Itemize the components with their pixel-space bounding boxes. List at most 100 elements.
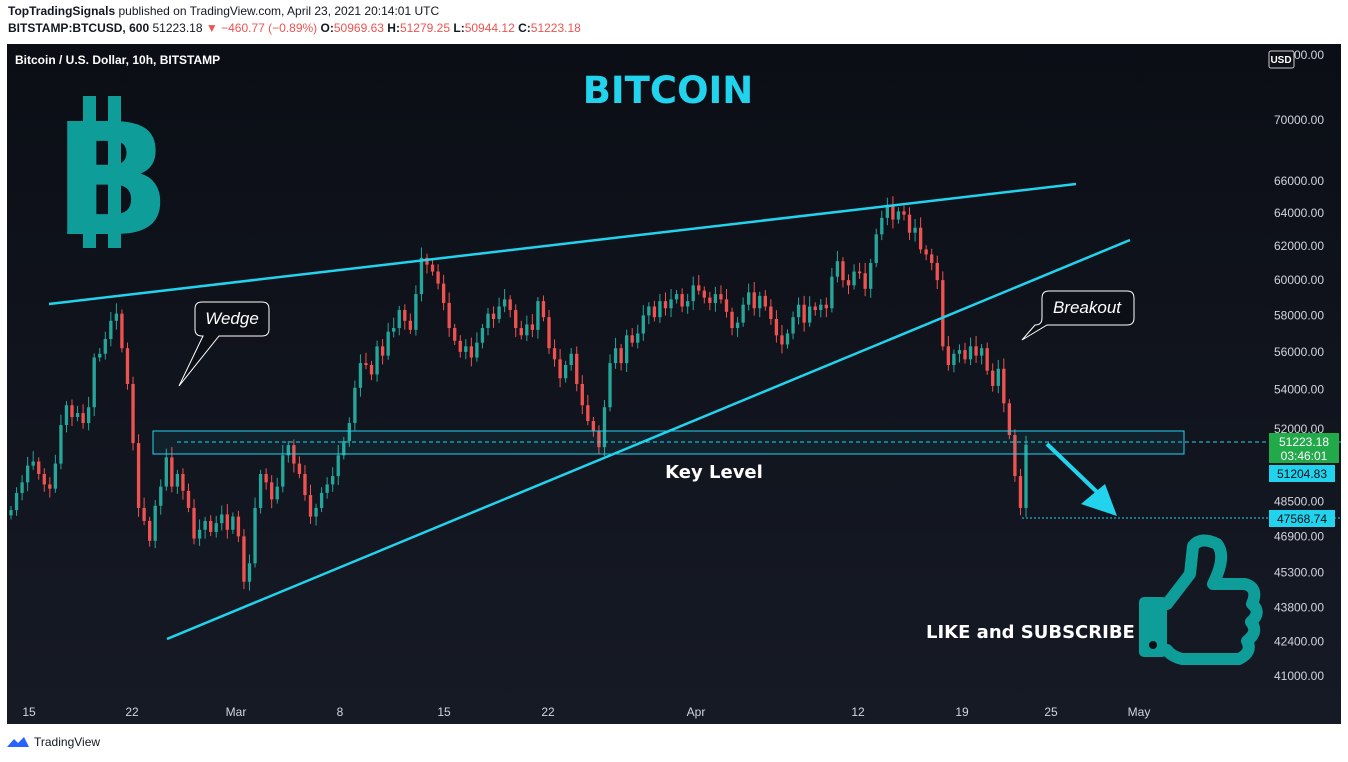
candle[interactable] (247, 563, 252, 582)
candle[interactable] (835, 261, 840, 277)
breakout-callout[interactable]: Breakout (1021, 290, 1135, 341)
candle[interactable] (408, 320, 413, 330)
wedge-callout[interactable]: Wedge (178, 301, 270, 387)
candle[interactable] (508, 299, 512, 311)
candle[interactable] (447, 302, 451, 329)
candle[interactable] (308, 495, 313, 517)
candle[interactable] (236, 516, 241, 537)
candle[interactable] (796, 304, 801, 318)
candle[interactable] (974, 346, 978, 356)
candle[interactable] (580, 383, 584, 406)
candle[interactable] (530, 324, 535, 330)
candle[interactable] (575, 353, 579, 384)
candle[interactable] (425, 257, 429, 265)
candle[interactable] (70, 405, 74, 418)
candle[interactable] (591, 421, 596, 432)
candle[interactable] (197, 529, 202, 539)
candle[interactable] (258, 473, 263, 508)
candle[interactable] (303, 473, 307, 496)
candle[interactable] (996, 368, 1000, 386)
candle[interactable] (164, 457, 168, 487)
candle[interactable] (453, 328, 457, 341)
candle[interactable] (48, 484, 52, 489)
candle[interactable] (353, 387, 357, 424)
candle[interactable] (547, 317, 551, 349)
candle[interactable] (364, 363, 368, 365)
candle[interactable] (1018, 476, 1023, 508)
candle[interactable] (946, 346, 951, 365)
candle[interactable] (519, 328, 523, 336)
candle[interactable] (686, 301, 690, 307)
candle[interactable] (846, 280, 851, 286)
candle[interactable] (253, 507, 257, 564)
candle[interactable] (558, 359, 562, 379)
candle[interactable] (924, 249, 928, 255)
candle[interactable] (319, 492, 324, 508)
candle[interactable] (569, 353, 573, 365)
candle[interactable] (708, 297, 712, 303)
candle[interactable] (486, 313, 490, 329)
candle[interactable] (475, 342, 479, 358)
candle[interactable] (336, 455, 340, 477)
candle[interactable] (131, 383, 135, 444)
candle[interactable] (885, 206, 890, 218)
candle[interactable] (369, 364, 374, 375)
candle[interactable] (31, 461, 35, 466)
candle[interactable] (813, 306, 817, 311)
candle[interactable] (170, 457, 174, 487)
wedge-upper-line[interactable] (48, 182, 1077, 306)
candle[interactable] (802, 304, 806, 323)
chart-svg[interactable]: Wedge Breakout B BITCOIN Key Level LIKE … (7, 44, 1341, 724)
candle[interactable] (674, 294, 679, 300)
candle[interactable] (613, 348, 618, 364)
candle[interactable] (37, 461, 41, 474)
candle[interactable] (264, 473, 268, 483)
candle[interactable] (159, 486, 163, 506)
candle[interactable] (930, 254, 934, 263)
candle[interactable] (480, 328, 485, 343)
candle[interactable] (968, 346, 973, 360)
candle[interactable] (857, 271, 862, 274)
candle[interactable] (680, 294, 684, 307)
price-axis[interactable]: 41000.00 42400.00 43800.00 45300.00 46900.00… (1274, 48, 1324, 683)
candle[interactable] (713, 294, 718, 303)
candle[interactable] (608, 363, 612, 408)
candle[interactable] (619, 348, 623, 364)
candle[interactable] (913, 227, 917, 233)
candle[interactable] (780, 335, 784, 345)
candle[interactable] (991, 370, 995, 386)
candle[interactable] (724, 299, 729, 312)
candle[interactable] (957, 350, 962, 354)
candle[interactable] (98, 353, 102, 358)
candle[interactable] (86, 407, 91, 424)
candle[interactable] (231, 516, 235, 530)
candle[interactable] (702, 290, 706, 298)
candle[interactable] (935, 262, 939, 281)
candle[interactable] (214, 523, 218, 532)
candle[interactable] (358, 363, 363, 388)
candle[interactable] (774, 319, 779, 336)
candle[interactable] (1013, 435, 1017, 477)
candle[interactable] (597, 431, 601, 448)
candle[interactable] (907, 214, 912, 233)
candle[interactable] (75, 413, 80, 418)
candle[interactable] (1024, 444, 1028, 508)
candle[interactable] (514, 310, 518, 329)
candle[interactable] (64, 405, 69, 426)
candle[interactable] (392, 328, 396, 332)
candle[interactable] (891, 206, 895, 220)
candle[interactable] (491, 313, 496, 320)
candle[interactable] (397, 310, 401, 329)
candle[interactable] (536, 301, 540, 330)
candle[interactable] (225, 514, 229, 530)
candle[interactable] (436, 271, 440, 284)
candle[interactable] (120, 313, 124, 349)
candle[interactable] (270, 482, 274, 500)
currency-badge[interactable] (1268, 50, 1295, 69)
candle[interactable] (186, 490, 191, 508)
candle[interactable] (808, 306, 812, 323)
candle[interactable] (458, 340, 462, 352)
candle[interactable] (136, 443, 141, 508)
candle[interactable] (203, 520, 207, 530)
candle[interactable] (691, 285, 695, 302)
